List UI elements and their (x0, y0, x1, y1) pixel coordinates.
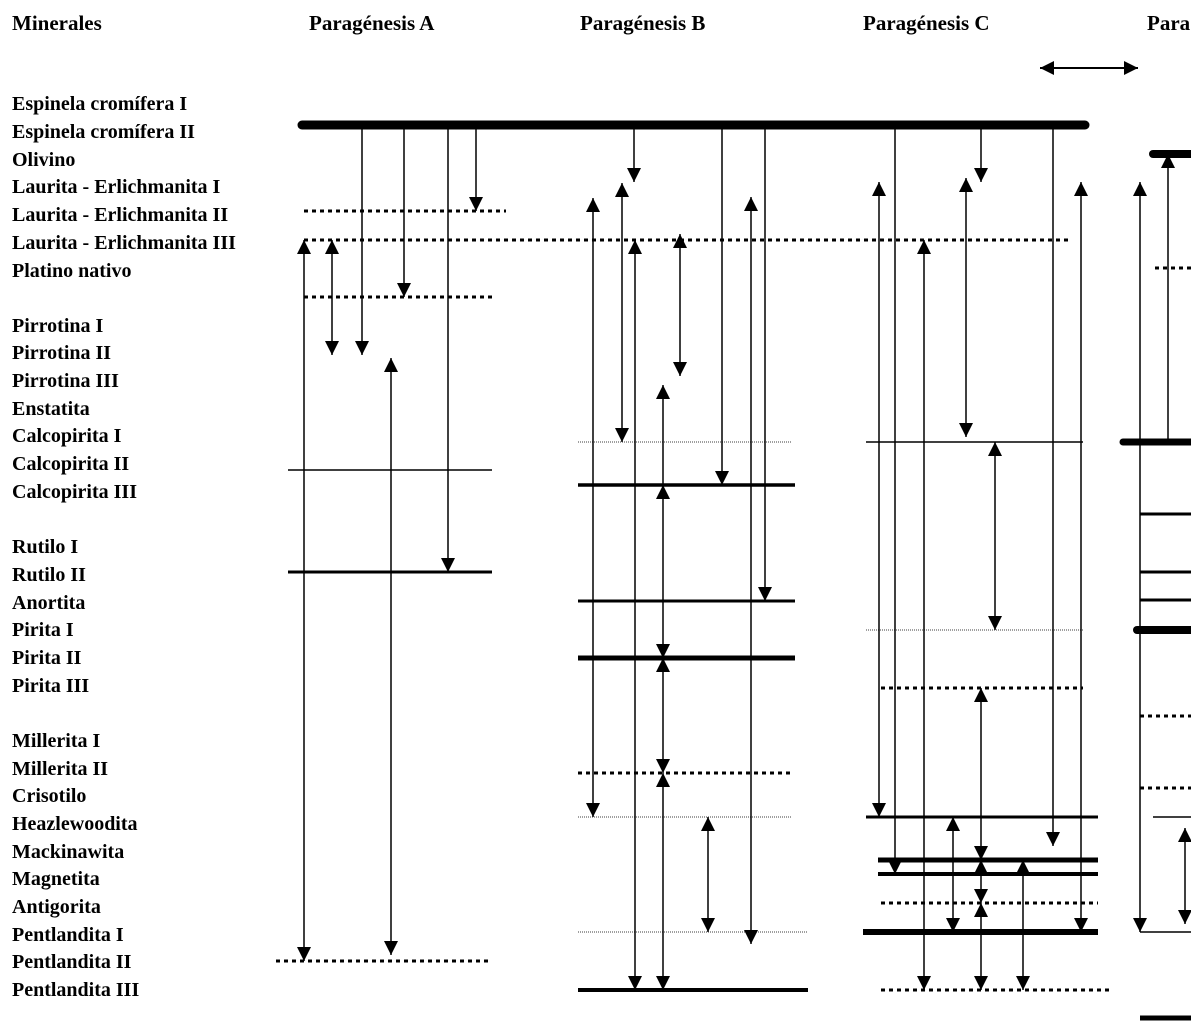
mineral-label: Pentlandita II (12, 951, 132, 973)
mineral-label: Espinela cromífera II (12, 121, 195, 143)
mineral-label: Heazlewoodita (12, 813, 138, 835)
mineral-label: Pentlandita I (12, 924, 124, 946)
header-paragenesis-c: Paragénesis C (863, 11, 990, 35)
mineral-label: Pirrotina III (12, 370, 119, 392)
relation-arrows (297, 61, 1191, 990)
mineral-label: Pirita III (12, 675, 89, 697)
header-paragenesis-d: Para (1147, 11, 1191, 35)
mineral-label: Calcopirita II (12, 453, 129, 475)
header-paragenesis-a: Paragénesis A (309, 11, 435, 35)
mineral-label: Crisotilo (12, 785, 86, 807)
mineral-label: Millerita I (12, 730, 101, 752)
mineral-label: Laurita - Erlichmanita I (12, 176, 221, 198)
mineral-label: Pirita I (12, 619, 74, 641)
mineral-label: Mackinawita (12, 841, 124, 863)
mineral-label: Rutilo I (12, 536, 78, 558)
mineral-label: Pirrotina I (12, 315, 104, 337)
mineral-label: Millerita II (12, 758, 108, 780)
mineral-label: Enstatita (12, 398, 90, 420)
header-paragenesis-b: Paragénesis B (580, 11, 705, 35)
mineral-label: Laurita - Erlichmanita III (12, 232, 236, 254)
mineral-label: Calcopirita III (12, 481, 137, 503)
mineral-label: Pirita II (12, 647, 82, 669)
mineral-label: Calcopirita I (12, 425, 122, 447)
mineral-label: Espinela cromífera I (12, 93, 187, 115)
mineral-label: Antigorita (12, 896, 101, 918)
mineral-label: Olivino (12, 149, 75, 171)
mineral-label: Laurita - Erlichmanita II (12, 204, 228, 226)
mineral-label: Pirrotina II (12, 342, 111, 364)
mineral-label: Anortita (12, 592, 85, 614)
mineral-label: Pentlandita III (12, 979, 139, 1001)
header-minerales: Minerales (12, 11, 102, 35)
mineral-label: Rutilo II (12, 564, 86, 586)
mineral-labels: Espinela cromífera I Espinela cromífera I… (12, 93, 236, 1001)
mineral-label: Platino nativo (12, 260, 131, 282)
mineral-label: Magnetita (12, 868, 100, 890)
